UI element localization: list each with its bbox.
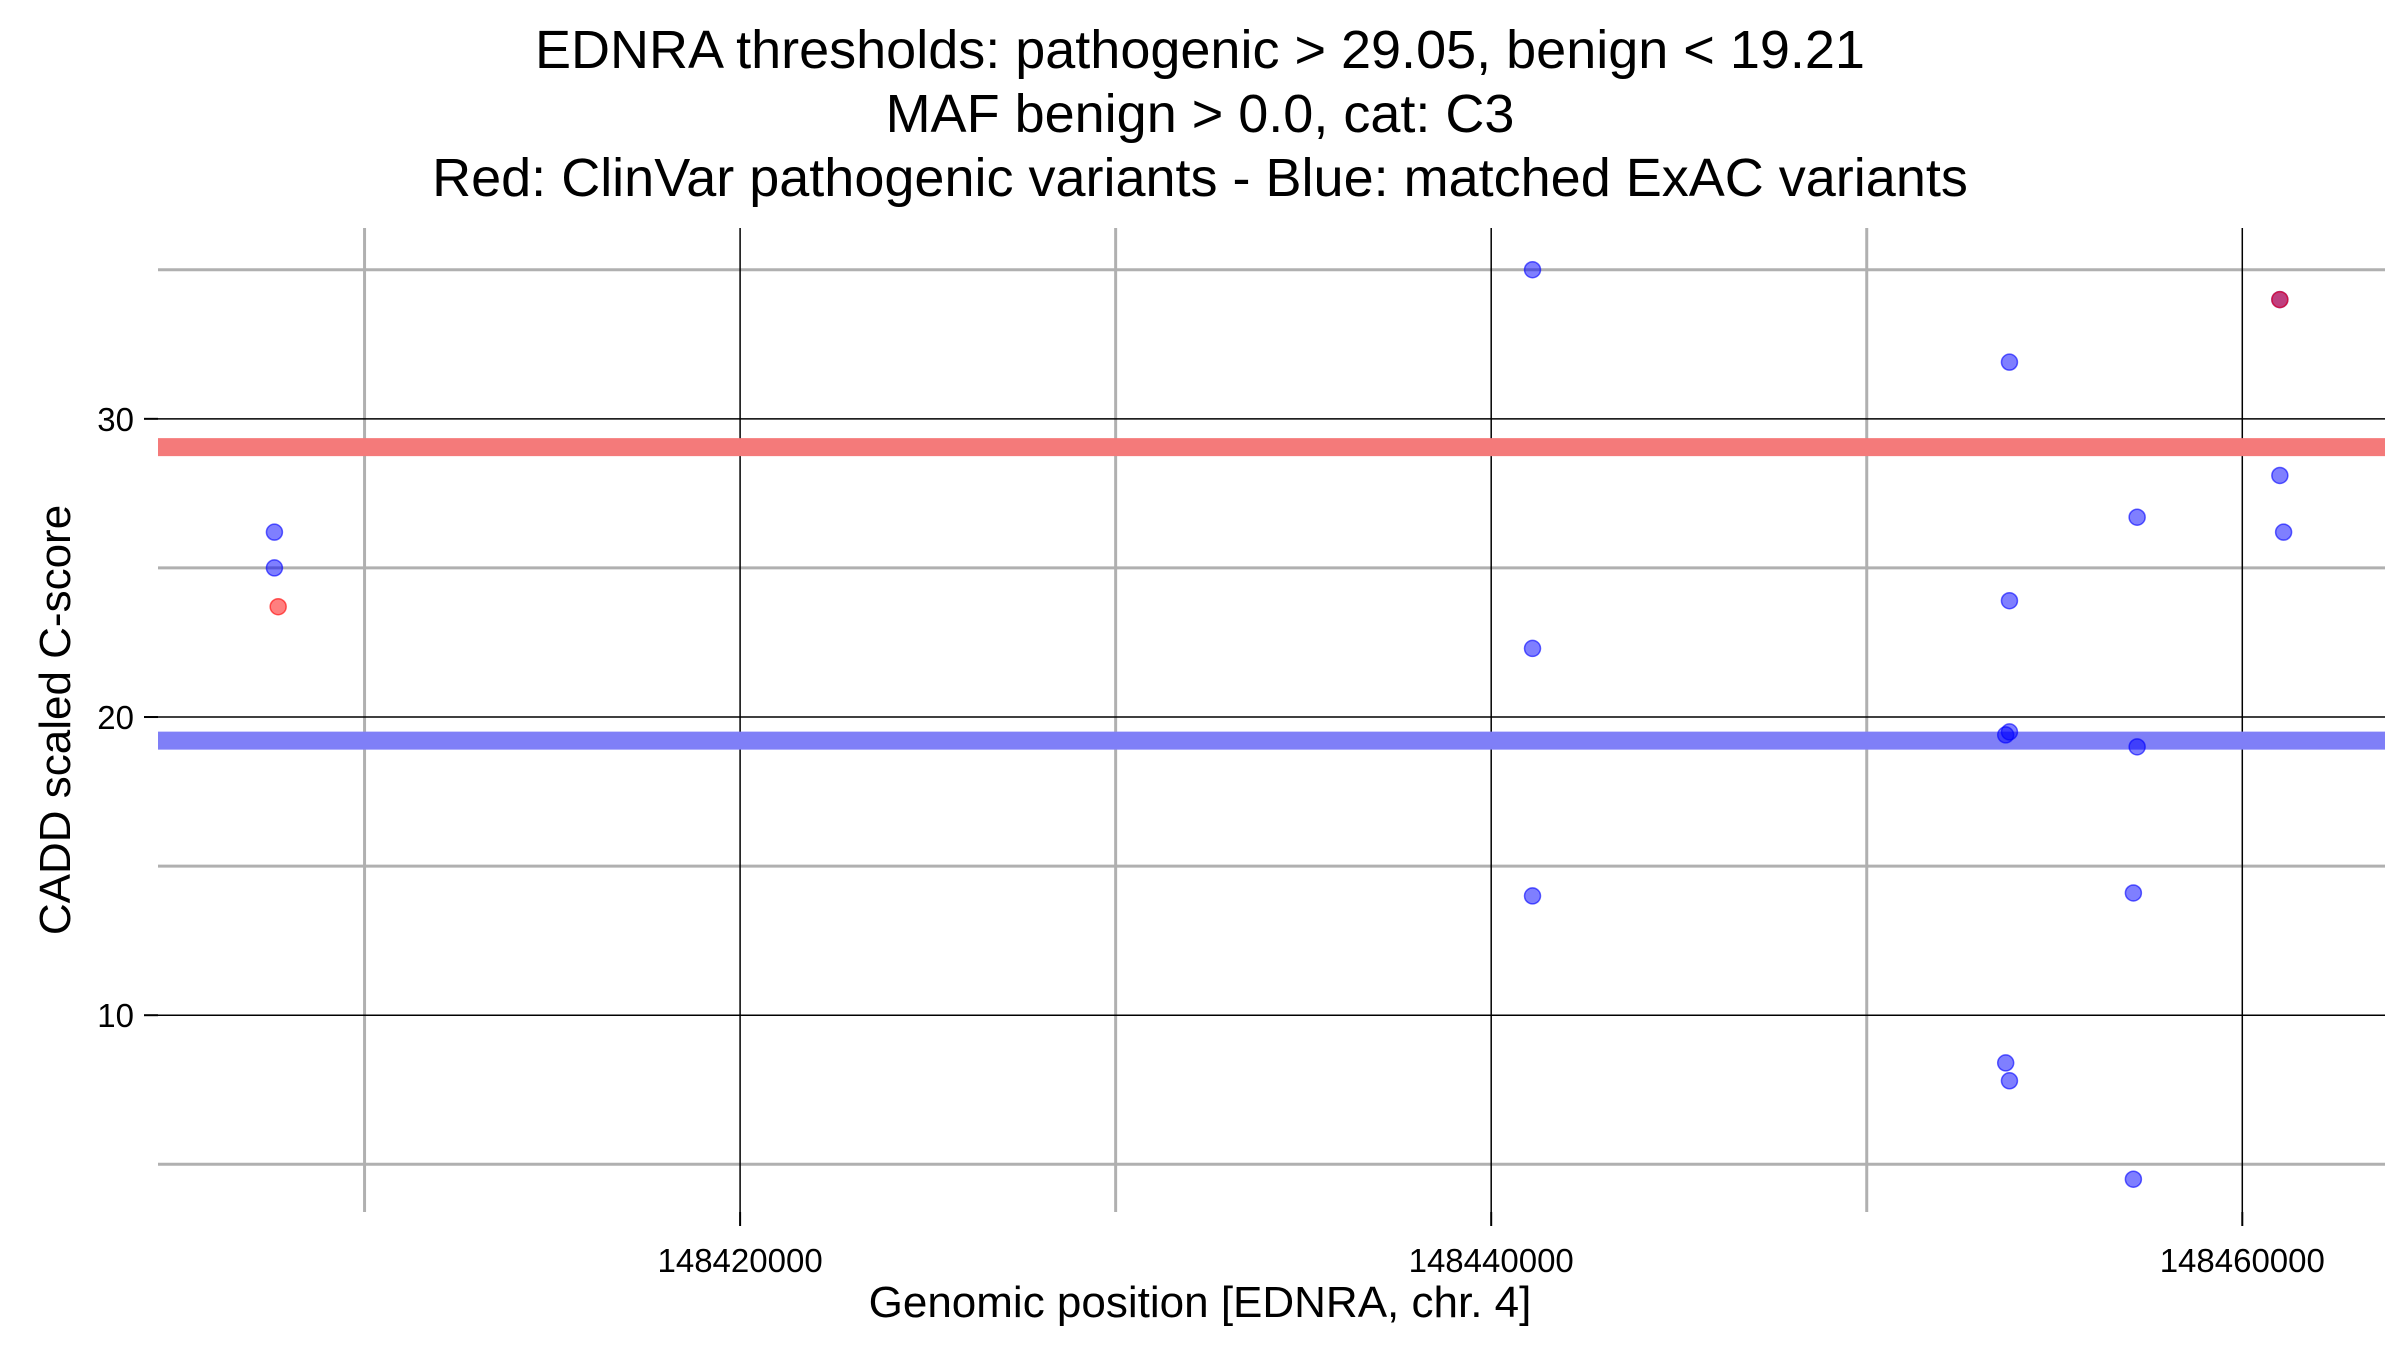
- benign-point: [2000, 353, 2019, 371]
- benign-point: [2128, 738, 2146, 756]
- benign-point: [2274, 523, 2293, 541]
- benign-point: [1523, 639, 1542, 658]
- y-tick-label: 20: [97, 699, 134, 736]
- benign-point: [2124, 884, 2143, 902]
- benign-point: [265, 559, 284, 577]
- y-tick-label: 10: [97, 997, 134, 1034]
- x-tick-label: 148440000: [1409, 1242, 1574, 1279]
- benign-point: [1523, 260, 1542, 279]
- benign-point: [2271, 466, 2289, 485]
- benign-point: [2124, 1170, 2143, 1188]
- pathogenic-point: [2271, 290, 2289, 309]
- chart-title-line-1: EDNRA thresholds: pathogenic > 29.05, be…: [535, 20, 1865, 80]
- x-tick-label: 148420000: [658, 1242, 823, 1279]
- chart-title-line-2: MAF benign > 0.0, cat: C3: [885, 84, 1515, 144]
- major-gridlines: [158, 228, 2385, 1212]
- x-tick-label: 148460000: [2160, 1242, 2325, 1279]
- data-points: [265, 260, 2293, 1188]
- benign-point: [1523, 887, 1542, 905]
- threshold-lines: [158, 438, 2385, 750]
- y-tick-label: 30: [97, 401, 134, 438]
- benign-point: [1996, 726, 2015, 744]
- benign-point: [2000, 1072, 2019, 1090]
- benign-point: [265, 523, 284, 541]
- benign-point: [2000, 591, 2019, 610]
- chart-title-line-3: Red: ClinVar pathogenic variants - Blue:…: [432, 148, 1968, 208]
- axis-ticks: 148420000 148440000 148460000 10 20 30: [97, 401, 2325, 1279]
- y-axis-label: CADD scaled C-score: [31, 504, 81, 936]
- pathogenic-point: [269, 597, 287, 616]
- benign-point: [1996, 1054, 2015, 1072]
- minor-gridlines: [158, 228, 2385, 1212]
- benign-point: [2128, 508, 2146, 526]
- x-axis-label: Genomic position [EDNRA, chr. 4]: [868, 1278, 1532, 1327]
